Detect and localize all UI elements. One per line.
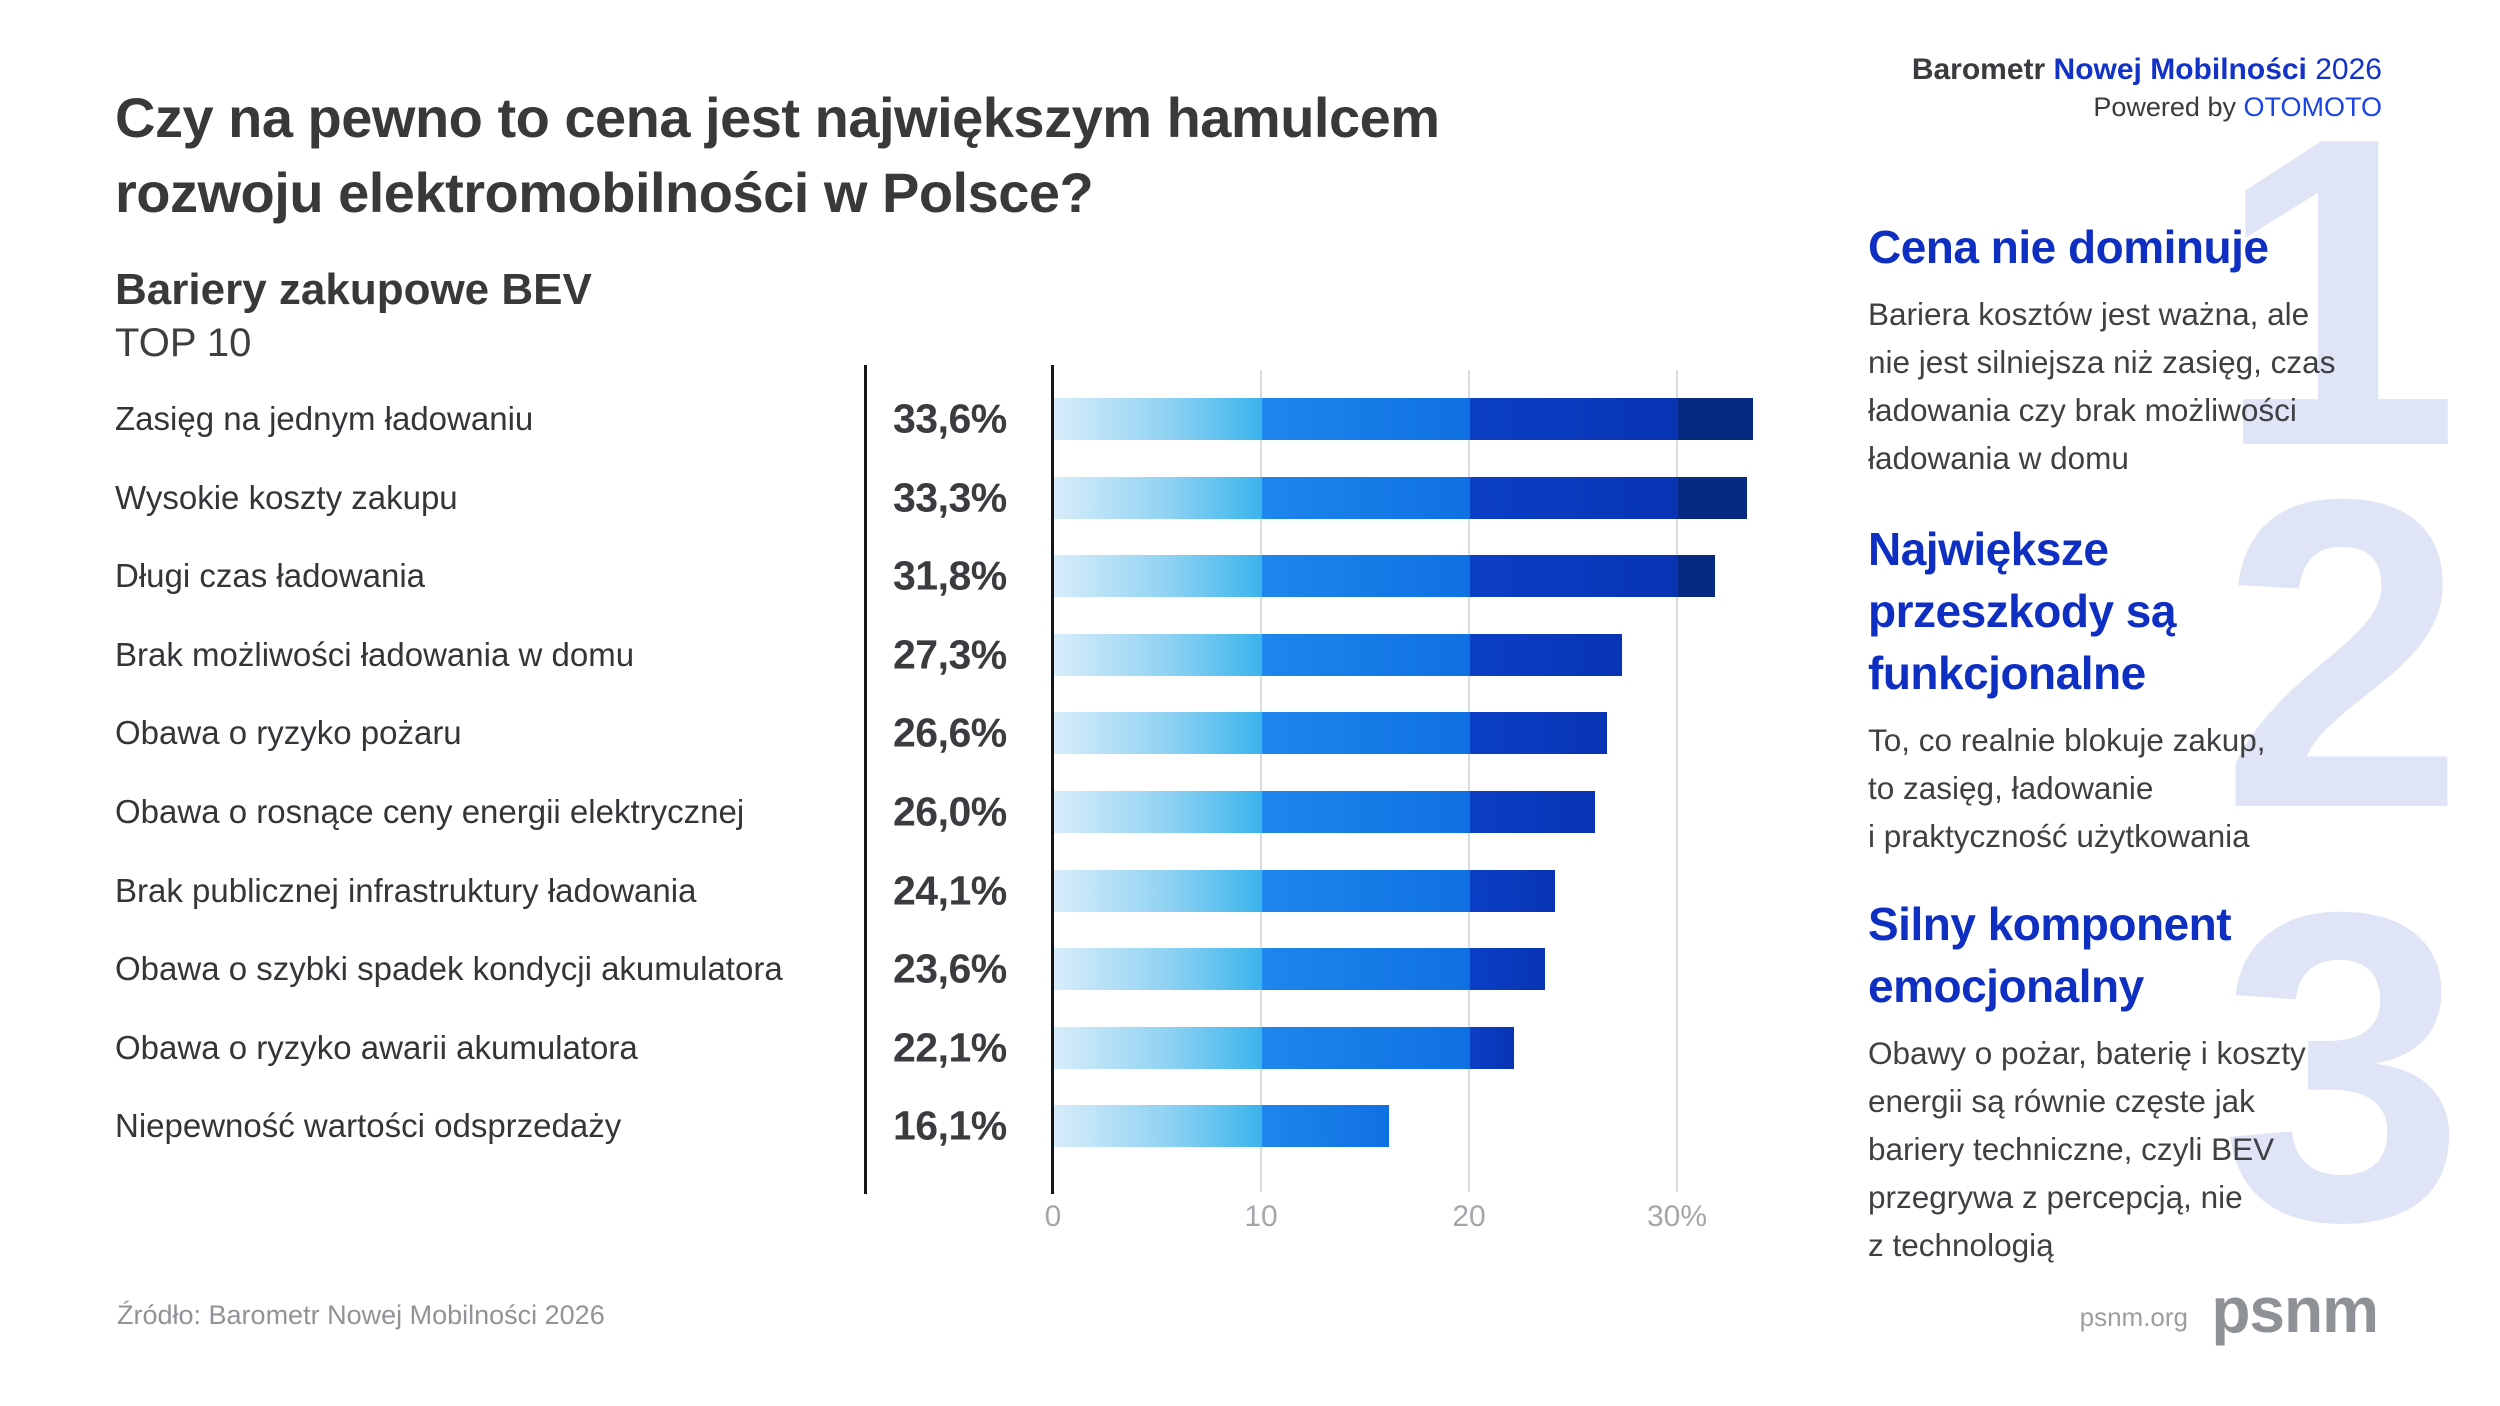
bar-value-7: 24,1% [893,867,1007,914]
bar-value-9: 22,1% [893,1024,1007,1071]
bar-value-3: 31,8% [893,552,1007,599]
bar-6-segment-2 [1262,791,1470,833]
bar-label-7: Brak publicznej infrastruktury ładowania [115,871,697,909]
bar-5-segment-1 [1054,712,1262,755]
bar-6-segment-3 [1470,791,1595,833]
bar-2-segment-2 [1262,476,1470,519]
bar-label-5: Obawa o ryzyko pożaru [115,714,462,752]
insight-3-body: Obawy o pożar, baterię i koszty energii … [1868,1035,2306,1263]
bar-8-segment-3 [1470,948,1545,991]
bar-value-2: 33,3% [893,474,1007,521]
bar-10-segment-2 [1262,1105,1389,1148]
bar-3-segment-3 [1470,555,1678,598]
bar-5-segment-3 [1470,712,1608,755]
bar-9 [1054,1026,1514,1069]
bar-8 [1054,948,1545,991]
bar-label-9: Obawa o ryzyko awarii akumulatora [115,1028,638,1066]
insight-section-1: Cena nie dominuje Bariera kosztów jest w… [1868,216,2443,482]
brand-line-1: Barometr Nowej Mobilności 2026 [1912,52,2382,88]
bar-value-6: 26,0% [893,788,1007,835]
gridline-20 [1468,370,1470,1192]
bar-3-segment-4 [1678,555,1716,598]
bar-10 [1054,1105,1389,1148]
bar-8-segment-1 [1054,948,1262,991]
brand-barometr: Barometr [1911,53,2046,86]
page-title: Czy na pewno to cena jest największym ha… [115,86,1440,224]
brand-nowej-mobilnosci: Nowej Mobilności [2053,53,2307,86]
bar-value-8: 23,6% [893,945,1007,992]
x-tick-label-20: 20 [1452,1200,1486,1233]
labels-divider-line [864,365,867,1194]
bar-2 [1054,476,1747,519]
bar-6 [1054,791,1595,833]
bar-8-segment-2 [1262,948,1470,991]
bar-label-10: Niepewność wartości odsprzedaży [115,1107,622,1145]
x-tick-label-0: 0 [1044,1200,1062,1233]
bar-2-segment-3 [1470,476,1678,519]
brand-line-2: Powered by OTOMOTO [1912,91,2382,124]
bar-1-segment-4 [1678,398,1753,440]
brand-header: Barometr Nowej Mobilności 2026 Powered b… [1912,52,2382,124]
bar-label-2: Wysokie koszty zakupu [115,478,458,516]
bar-2-segment-1 [1054,476,1262,519]
bar-3 [1054,555,1716,598]
source-note: Źródło: Barometr Nowej Mobilności 2026 [117,1300,605,1330]
bar-7-segment-2 [1262,869,1470,912]
insight-1-body: Bariera kosztów jest ważna, ale nie jest… [1868,296,2336,476]
bar-4-segment-3 [1470,633,1622,676]
chart-zero-axis [1051,365,1054,1194]
site-url: psnm.org [2079,1302,2188,1332]
bar-label-1: Zasięg na jednym ładowaniu [115,400,534,437]
x-tick-label-30: 30% [1646,1200,1708,1233]
watermark-number-1: 1 [2215,47,2460,538]
bar-value-5: 26,6% [893,709,1007,756]
bar-1-segment-2 [1262,398,1470,440]
gridline-30 [1676,370,1678,1192]
bar-3-segment-1 [1054,555,1262,598]
bar-4-segment-1 [1054,633,1262,676]
bar-label-4: Brak możliwości ładowania w domu [115,635,635,673]
insight-2-body: To, co realnie blokuje zakup, to zasięg,… [1868,722,2266,854]
brand-year: 2026 [2315,53,2382,86]
gridline-10 [1260,370,1262,1192]
x-tick-label-10: 10 [1244,1200,1278,1233]
bar-3-segment-2 [1262,555,1470,598]
psnm-logo: psnm [2211,1274,2379,1346]
bar-9-segment-1 [1054,1026,1262,1069]
bar-9-segment-3 [1470,1026,1514,1069]
chart-subtitle: TOP 10 [115,321,252,365]
bar-1-segment-1 [1054,398,1262,440]
bar-label-6: Obawa o rosnące ceny energii elektryczne… [115,793,745,830]
bar-label-8: Obawa o szybki spadek kondycji akumulato… [115,950,783,988]
bar-1-segment-3 [1470,398,1678,440]
bar-10-segment-1 [1054,1105,1262,1148]
bar-7-segment-3 [1470,869,1556,912]
bar-4-segment-2 [1262,633,1470,676]
powered-by-label: Powered by [2093,92,2236,122]
watermark-number-3: 3 [2220,822,2465,1313]
bar-6-segment-1 [1054,791,1262,833]
watermark-number-2: 2 [2220,409,2465,900]
bar-4 [1054,633,1622,676]
bar-1 [1054,398,1753,440]
bar-7-segment-1 [1054,869,1262,912]
bar-5-segment-2 [1262,712,1470,755]
insight-section-2: Największe przeszkody są funkcjonalne To… [1868,518,2443,860]
insight-2-heading: Największe przeszkody są funkcjonalne [1868,523,2176,699]
chart-title: Bariery zakupowe BEV [115,265,592,314]
bar-label-3: Długi czas ładowania [115,557,426,595]
bar-5 [1054,712,1608,755]
bar-value-10: 16,1% [893,1102,1007,1149]
insight-section-3: Silny komponent emocjonalny Obawy o poża… [1868,893,2443,1269]
insight-3-heading: Silny komponent emocjonalny [1868,898,2232,1012]
bar-value-4: 27,3% [893,631,1007,678]
bar-9-segment-2 [1262,1026,1470,1069]
otomoto-logo-text: OTOMOTO [2243,92,2382,122]
bar-7 [1054,869,1556,912]
bar-2-segment-4 [1678,476,1747,519]
insight-1-heading: Cena nie dominuje [1868,221,2269,273]
bar-value-1: 33,6% [893,395,1007,442]
